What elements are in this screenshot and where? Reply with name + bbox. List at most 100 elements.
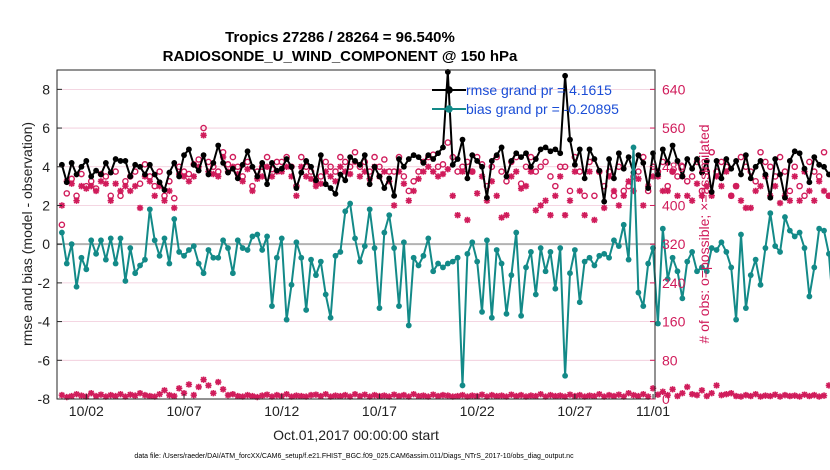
bias-point-74 xyxy=(420,252,427,259)
bias-point-14 xyxy=(127,245,134,251)
rmse-point-61 xyxy=(357,161,363,168)
obs-assimilated-low-marker-21 xyxy=(161,387,168,394)
rmse-point-104 xyxy=(567,136,573,143)
obs-assimilated-low-marker-14 xyxy=(127,391,134,398)
rmse-point-149 xyxy=(786,158,793,164)
obs-assimilated-marker-91 xyxy=(503,211,510,219)
bias-point-145 xyxy=(767,210,774,217)
bias-point-80 xyxy=(449,258,456,265)
obs-assimilated-marker-98 xyxy=(537,202,544,209)
obs-possible-marker-49 xyxy=(297,153,305,161)
bias-point-152 xyxy=(801,245,808,251)
rmse-point-125 xyxy=(669,142,676,149)
y-right-tick-label-0: 0 xyxy=(662,391,670,407)
obs-assimilated-marker-23 xyxy=(171,204,178,212)
obs-assimilated-low-marker-88 xyxy=(488,391,496,399)
bias-point-4 xyxy=(78,254,85,261)
obs-possible-marker-70 xyxy=(400,173,408,180)
bias-point-0 xyxy=(58,229,65,236)
bias-point-110 xyxy=(596,252,603,259)
bias-point-95 xyxy=(523,264,529,271)
bias-point-151 xyxy=(796,229,803,236)
rmse-point-87 xyxy=(484,194,490,201)
obs-assimilated-low-marker-124 xyxy=(664,391,671,399)
obs-assimilated-marker-97 xyxy=(532,207,539,214)
obs-assimilated-low-marker-52 xyxy=(312,391,320,398)
bias-point-128 xyxy=(684,258,691,265)
bias-point-67 xyxy=(386,212,393,219)
obs-assimilated-marker-75 xyxy=(425,163,432,170)
bias-point-101 xyxy=(552,285,559,292)
obs-assimilated-low-marker-117 xyxy=(630,391,637,399)
bias-point-133 xyxy=(708,245,715,251)
rmse-point-111 xyxy=(601,198,608,205)
obs-assimilated-marker-79 xyxy=(444,165,452,173)
obs-assimilated-marker-16 xyxy=(136,204,144,212)
obs-assimilated-low-marker-139 xyxy=(737,393,745,400)
rmse-point-90 xyxy=(498,144,505,151)
obs-assimilated-marker-140 xyxy=(742,204,750,212)
obs-assimilated-marker-88 xyxy=(488,178,496,185)
obs-assimilated-low-marker-86 xyxy=(478,391,486,398)
bias-point-24 xyxy=(176,249,183,255)
obs-assimilated-marker-2 xyxy=(68,180,75,187)
obs-possible-marker-104 xyxy=(566,187,574,195)
rmse-point-63 xyxy=(366,181,373,188)
rmse-point-28 xyxy=(195,167,202,174)
bias-point-11 xyxy=(112,260,119,267)
obs-assimilated-marker-116 xyxy=(625,178,632,185)
bias-point-90 xyxy=(498,260,505,267)
bias-point-85 xyxy=(474,258,481,265)
obs-assimilated-marker-119 xyxy=(640,202,647,209)
obs-possible-marker-109 xyxy=(591,192,598,200)
obs-assimilated-low-marker-125 xyxy=(669,386,676,393)
bias-point-46 xyxy=(283,316,290,323)
rmse-point-43 xyxy=(269,159,275,166)
rmse-point-44 xyxy=(273,167,280,174)
rmse-point-151 xyxy=(796,150,803,157)
obs-assimilated-low-marker-146 xyxy=(771,391,779,398)
obs-assimilated-low-marker-37 xyxy=(239,393,246,400)
obs-assimilated-low-marker-97 xyxy=(532,392,539,400)
obs-assimilated-marker-48 xyxy=(293,192,300,199)
obs-assimilated-low-marker-76 xyxy=(429,391,437,398)
y-right-tick-label-2: 160 xyxy=(662,314,686,330)
bias-point-135 xyxy=(718,239,725,246)
axis-layer: -8-6-4-20246808016024032040048056064010/… xyxy=(38,81,686,419)
rmse-point-146 xyxy=(772,156,779,162)
rmse-point-105 xyxy=(571,161,578,168)
obs-assimilated-low-marker-4 xyxy=(78,392,85,399)
bias-point-21 xyxy=(161,235,168,242)
bias-point-37 xyxy=(239,245,246,251)
obs-assimilated-marker-103 xyxy=(561,211,569,219)
obs-assimilated-marker-128 xyxy=(684,192,691,199)
rmse-point-57 xyxy=(337,171,344,178)
obs-possible-marker-35 xyxy=(229,153,237,161)
obs-assimilated-low-marker-54 xyxy=(322,390,329,398)
obs-possible-marker-29 xyxy=(200,124,207,132)
chart-title: Tropics 27286 / 28264 = 96.540% xyxy=(225,29,455,46)
rmse-point-136 xyxy=(723,156,730,162)
obs-assimilated-low-marker-143 xyxy=(757,393,764,400)
obs-assimilated-low-marker-113 xyxy=(610,392,618,400)
bias-point-88 xyxy=(488,314,495,321)
obs-assimilated-low-marker-99 xyxy=(542,393,549,400)
obs-assimilated-marker-4 xyxy=(78,182,85,190)
obs-assimilated-marker-156 xyxy=(820,187,828,195)
bias-point-87 xyxy=(484,237,490,244)
bias-point-79 xyxy=(444,260,451,267)
obs-possible-marker-128 xyxy=(683,177,691,185)
obs-assimilated-marker-143 xyxy=(757,182,764,190)
obs-assimilated-marker-124 xyxy=(664,187,671,195)
obs-assimilated-marker-114 xyxy=(615,202,623,209)
rmse-point-41 xyxy=(259,159,266,166)
obs-possible-marker-60 xyxy=(351,148,359,156)
rmse-point-99 xyxy=(542,144,549,151)
bias-point-96 xyxy=(528,249,534,255)
obs-assimilated-marker-109 xyxy=(591,216,598,224)
rmse-point-152 xyxy=(801,165,808,172)
rmse-point-7 xyxy=(93,167,99,174)
rmse-point-24 xyxy=(176,173,183,180)
bias-line xyxy=(60,146,830,387)
obs-possible-marker-149 xyxy=(786,187,794,195)
